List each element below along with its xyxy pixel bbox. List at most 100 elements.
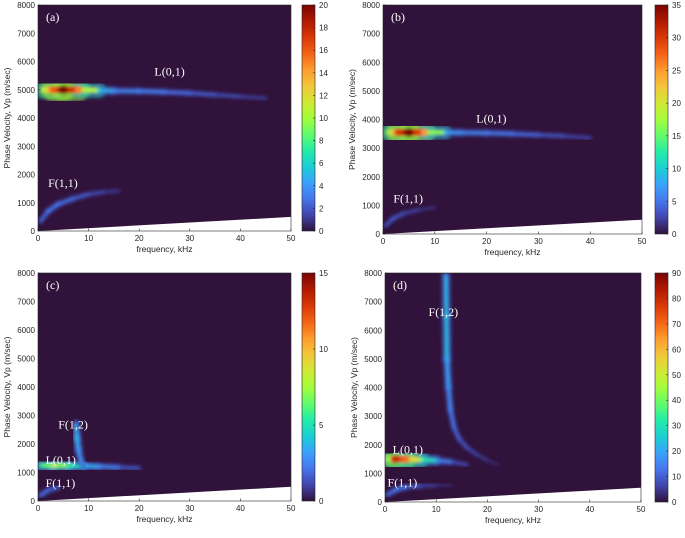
- ridge-point: [75, 86, 83, 94]
- ridge-segment: [119, 467, 139, 468]
- y-tick-label: 1000: [17, 469, 35, 478]
- x-axis-label: frequency, kHz: [485, 515, 541, 525]
- y-tick-label: 4000: [362, 116, 380, 125]
- ridge-segment: [448, 388, 450, 411]
- colorbar-tick-label: 6: [319, 159, 324, 168]
- x-axis-label: frequency, kHz: [136, 244, 192, 254]
- y-tick-label: 1000: [17, 199, 35, 208]
- x-tick-label: 0: [36, 234, 41, 243]
- colorbar-tick-label: 50: [672, 371, 681, 380]
- colorbar-tick-label: 30: [672, 34, 681, 43]
- colorbar-tick-label: 0: [319, 497, 324, 506]
- x-tick-label: 20: [135, 504, 144, 513]
- ridge-point: [118, 190, 120, 192]
- y-tick-label: 3000: [17, 412, 35, 421]
- ridge-point: [386, 494, 388, 496]
- ridge-point: [59, 85, 69, 95]
- mode-label: F(1,2): [58, 417, 88, 431]
- ridge-point: [77, 448, 80, 451]
- panel-letter: (d): [393, 278, 407, 292]
- panel-letter: (a): [46, 10, 59, 24]
- ridge-point: [39, 494, 42, 497]
- colorbar-tick-label: 14: [319, 69, 328, 78]
- ridge-point: [418, 457, 423, 462]
- y-tick-label: 4000: [17, 114, 35, 123]
- ridge-point: [394, 128, 402, 136]
- colorbar-tick-label: 2: [319, 204, 324, 213]
- colorbar: [655, 273, 668, 502]
- ridge-point: [39, 220, 41, 222]
- colorbar-tick-label: 16: [319, 46, 328, 55]
- ridge-segment: [240, 97, 265, 99]
- ridge-point: [392, 217, 395, 220]
- y-tick-label: 5000: [17, 86, 35, 95]
- ridge-segment: [513, 134, 539, 135]
- mode-label: F(1,1): [46, 476, 76, 490]
- colorbar-tick-label: 5: [672, 197, 677, 206]
- ridge-point: [38, 463, 42, 467]
- y-tick-label: 8000: [364, 269, 382, 278]
- ridge-point: [403, 212, 405, 214]
- ridge-point: [386, 130, 391, 135]
- y-tick-label: 8000: [17, 1, 35, 10]
- colorbar-tick-label: 15: [319, 269, 328, 278]
- ridge-segment: [436, 460, 451, 461]
- ridge-point: [265, 97, 267, 99]
- colorbar-tick-label: 0: [672, 230, 677, 239]
- ridge-point: [537, 134, 540, 137]
- x-tick-label: 10: [84, 234, 93, 243]
- colorbar-tick-label: 0: [319, 227, 324, 236]
- ridge-point: [118, 466, 121, 469]
- ridge-point: [466, 464, 468, 466]
- y-axis-label: Phase Velocity, Vp (m/sec): [349, 337, 359, 438]
- y-tick-label: 7000: [17, 298, 35, 307]
- ridge-segment: [165, 92, 190, 93]
- ridge-segment: [564, 136, 590, 138]
- ridge-segment: [99, 90, 114, 91]
- y-tick-label: 3000: [362, 144, 380, 153]
- y-tick-label: 5000: [362, 87, 380, 96]
- ridge-point: [385, 456, 390, 461]
- y-axis-label: Phase Velocity, Vp (m/sec): [347, 69, 357, 170]
- ridge-point: [421, 129, 428, 136]
- ridge-point: [497, 464, 499, 466]
- ridge-point: [511, 132, 514, 135]
- x-tick-label: 40: [586, 237, 595, 246]
- ridge-point: [444, 274, 447, 277]
- colorbar: [655, 5, 668, 234]
- ridge-point: [97, 465, 100, 468]
- mode-label: F(1,1): [393, 192, 423, 206]
- x-tick-label: 20: [482, 237, 491, 246]
- colorbar: [302, 273, 315, 501]
- x-tick-label: 0: [36, 504, 41, 513]
- x-tick-label: 0: [383, 505, 388, 514]
- panel-letter: (c): [46, 278, 59, 292]
- ridge-segment: [104, 191, 119, 192]
- ridge-point: [459, 131, 462, 134]
- colorbar-tick-label: 10: [672, 165, 681, 174]
- y-tick-label: 3000: [364, 412, 382, 421]
- x-tick-label: 10: [432, 505, 441, 514]
- ridge-segment: [446, 316, 447, 359]
- ridge-segment: [487, 133, 513, 134]
- ridge-point: [40, 87, 46, 93]
- ridge-point: [384, 224, 386, 226]
- y-tick-label: 1000: [364, 469, 382, 478]
- ridge-point: [451, 484, 453, 486]
- ridge-point: [97, 88, 101, 92]
- ridge-segment: [447, 359, 449, 388]
- ridge-point: [434, 207, 436, 209]
- ridge-segment: [421, 485, 436, 486]
- ridge-point: [449, 409, 452, 412]
- colorbar-tick-label: 0: [672, 498, 677, 507]
- y-tick-label: 8000: [362, 1, 380, 10]
- colorbar-tick-label: 80: [672, 294, 681, 303]
- x-tick-label: 20: [135, 234, 144, 243]
- ridge-point: [445, 357, 449, 361]
- ridge-point: [453, 426, 456, 429]
- y-tick-label: 6000: [362, 58, 380, 67]
- y-tick-label: 6000: [364, 326, 382, 335]
- colorbar-tick-label: 25: [672, 66, 681, 75]
